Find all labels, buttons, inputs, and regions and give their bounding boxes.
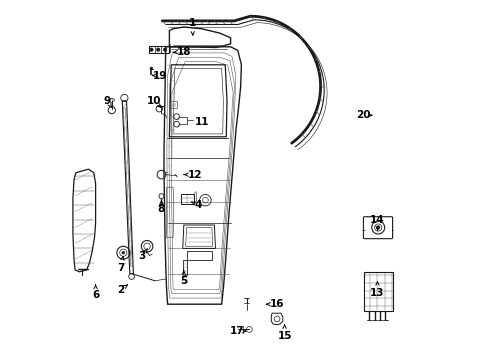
Text: 16: 16 [270,299,285,309]
Text: 20: 20 [357,110,371,120]
Text: 17: 17 [230,326,245,336]
Text: 12: 12 [187,170,202,180]
Circle shape [149,48,153,51]
Text: 15: 15 [277,330,292,341]
Circle shape [122,251,125,254]
Text: 13: 13 [370,288,385,298]
Text: 6: 6 [92,290,99,300]
Circle shape [376,226,380,229]
Text: 4: 4 [195,200,202,210]
Text: 5: 5 [180,276,188,286]
Text: 18: 18 [176,47,191,57]
Text: 7: 7 [117,263,124,273]
Text: 14: 14 [370,215,385,225]
Text: 3: 3 [139,251,146,261]
Circle shape [156,48,160,51]
Circle shape [163,48,167,51]
Circle shape [150,67,153,70]
Text: 2: 2 [117,285,124,295]
Text: 11: 11 [195,117,209,127]
Text: 8: 8 [158,204,165,214]
Text: 10: 10 [147,96,162,106]
Text: 19: 19 [153,71,168,81]
Text: 1: 1 [189,18,196,28]
Text: 9: 9 [104,96,111,106]
